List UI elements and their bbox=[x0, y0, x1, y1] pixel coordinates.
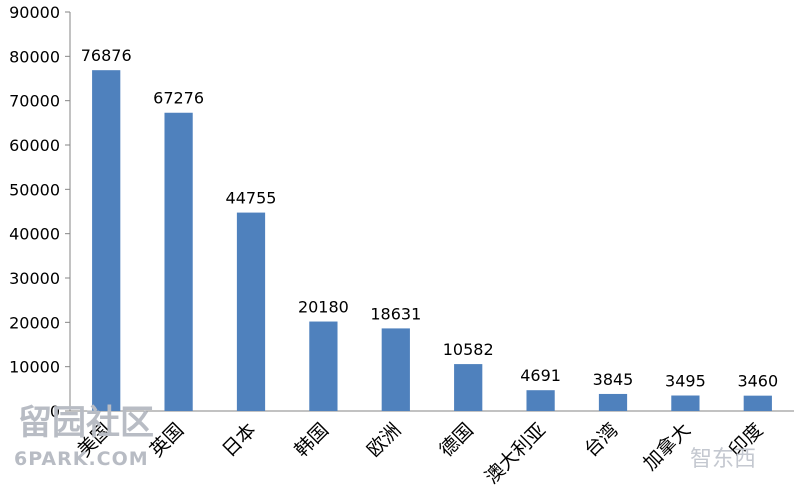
y-tick-label: 0 bbox=[50, 402, 60, 421]
data-label: 3845 bbox=[593, 370, 634, 389]
category-labels: 美国 英国 日本 韩国 欧洲 德国 澳大利亚 台湾 加拿大 印度 bbox=[73, 418, 767, 488]
bar bbox=[598, 393, 628, 411]
category-label: 日本 bbox=[218, 419, 260, 461]
bar bbox=[236, 212, 266, 411]
bar bbox=[671, 395, 700, 411]
watermark-text: 留园社区 bbox=[18, 403, 154, 443]
y-tick-label: 60000 bbox=[9, 136, 60, 155]
y-axis-ticks: 0 10000 20000 30000 40000 50000 60000 70000 8000… bbox=[9, 3, 70, 421]
bar bbox=[454, 364, 483, 411]
category-label: 澳大利亚 bbox=[481, 419, 550, 488]
y-tick-label: 30000 bbox=[9, 269, 60, 288]
y-tick-label: 20000 bbox=[9, 313, 60, 332]
bar bbox=[381, 328, 410, 411]
data-label: 3460 bbox=[737, 372, 778, 391]
watermarks: 留园社区 6PARK.COM 智东西 bbox=[14, 403, 756, 472]
y-tick-label: 90000 bbox=[9, 3, 60, 22]
category-label: 德国 bbox=[435, 419, 477, 461]
data-label: 10582 bbox=[443, 340, 494, 359]
data-label: 18631 bbox=[370, 304, 421, 323]
category-label: 欧洲 bbox=[363, 419, 405, 461]
bar bbox=[743, 395, 772, 411]
watermark-text: 6PARK.COM bbox=[14, 448, 149, 470]
watermark-text: 智东西 bbox=[690, 447, 756, 472]
data-labels: 76876 67276 44755 20180 18631 10582 4691 3845 34… bbox=[81, 46, 778, 390]
bar bbox=[164, 112, 193, 411]
data-label: 76876 bbox=[81, 46, 132, 65]
data-label: 3495 bbox=[665, 372, 706, 391]
data-label: 20180 bbox=[298, 298, 349, 317]
category-label: 台湾 bbox=[580, 419, 622, 461]
y-tick-label: 40000 bbox=[9, 225, 60, 244]
bars bbox=[92, 70, 772, 411]
bar bbox=[92, 70, 121, 411]
y-tick-label: 80000 bbox=[9, 47, 60, 66]
y-tick-label: 70000 bbox=[9, 92, 60, 111]
data-label: 4691 bbox=[520, 366, 561, 385]
y-tick-label: 10000 bbox=[9, 358, 60, 377]
y-tick-label: 50000 bbox=[9, 180, 60, 199]
bar bbox=[309, 321, 338, 411]
bar bbox=[526, 390, 555, 411]
data-label: 67276 bbox=[153, 89, 204, 108]
category-label: 加拿大 bbox=[638, 418, 695, 475]
data-label: 44755 bbox=[226, 189, 277, 208]
category-label: 韩国 bbox=[290, 419, 332, 461]
